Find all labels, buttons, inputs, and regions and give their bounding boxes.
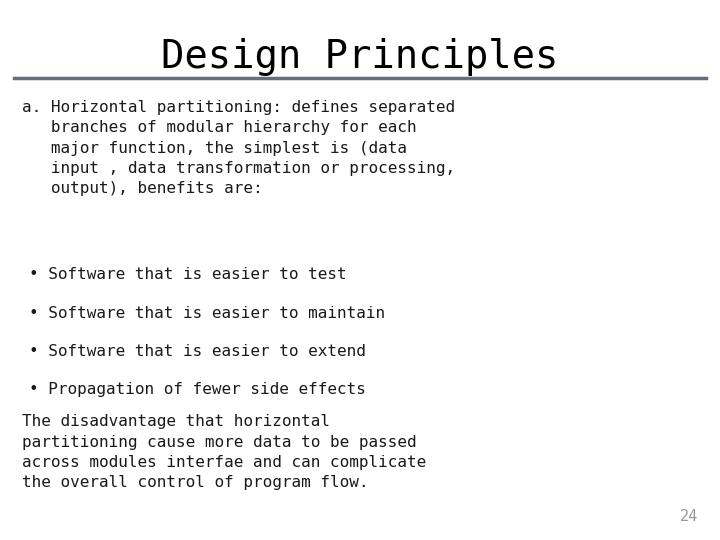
Text: • Propagation of fewer side effects: • Propagation of fewer side effects	[29, 382, 366, 397]
Text: The disadvantage that horizontal
partitioning cause more data to be passed
acros: The disadvantage that horizontal partiti…	[22, 414, 426, 490]
Text: • Software that is easier to extend: • Software that is easier to extend	[29, 344, 366, 359]
Text: a. Horizontal partitioning: defines separated
   branches of modular hierarchy f: a. Horizontal partitioning: defines sepa…	[22, 100, 455, 197]
Text: 24: 24	[680, 509, 698, 524]
Text: Design Principles: Design Principles	[161, 38, 559, 76]
Text: • Software that is easier to maintain: • Software that is easier to maintain	[29, 306, 385, 321]
Text: • Software that is easier to test: • Software that is easier to test	[29, 267, 346, 282]
